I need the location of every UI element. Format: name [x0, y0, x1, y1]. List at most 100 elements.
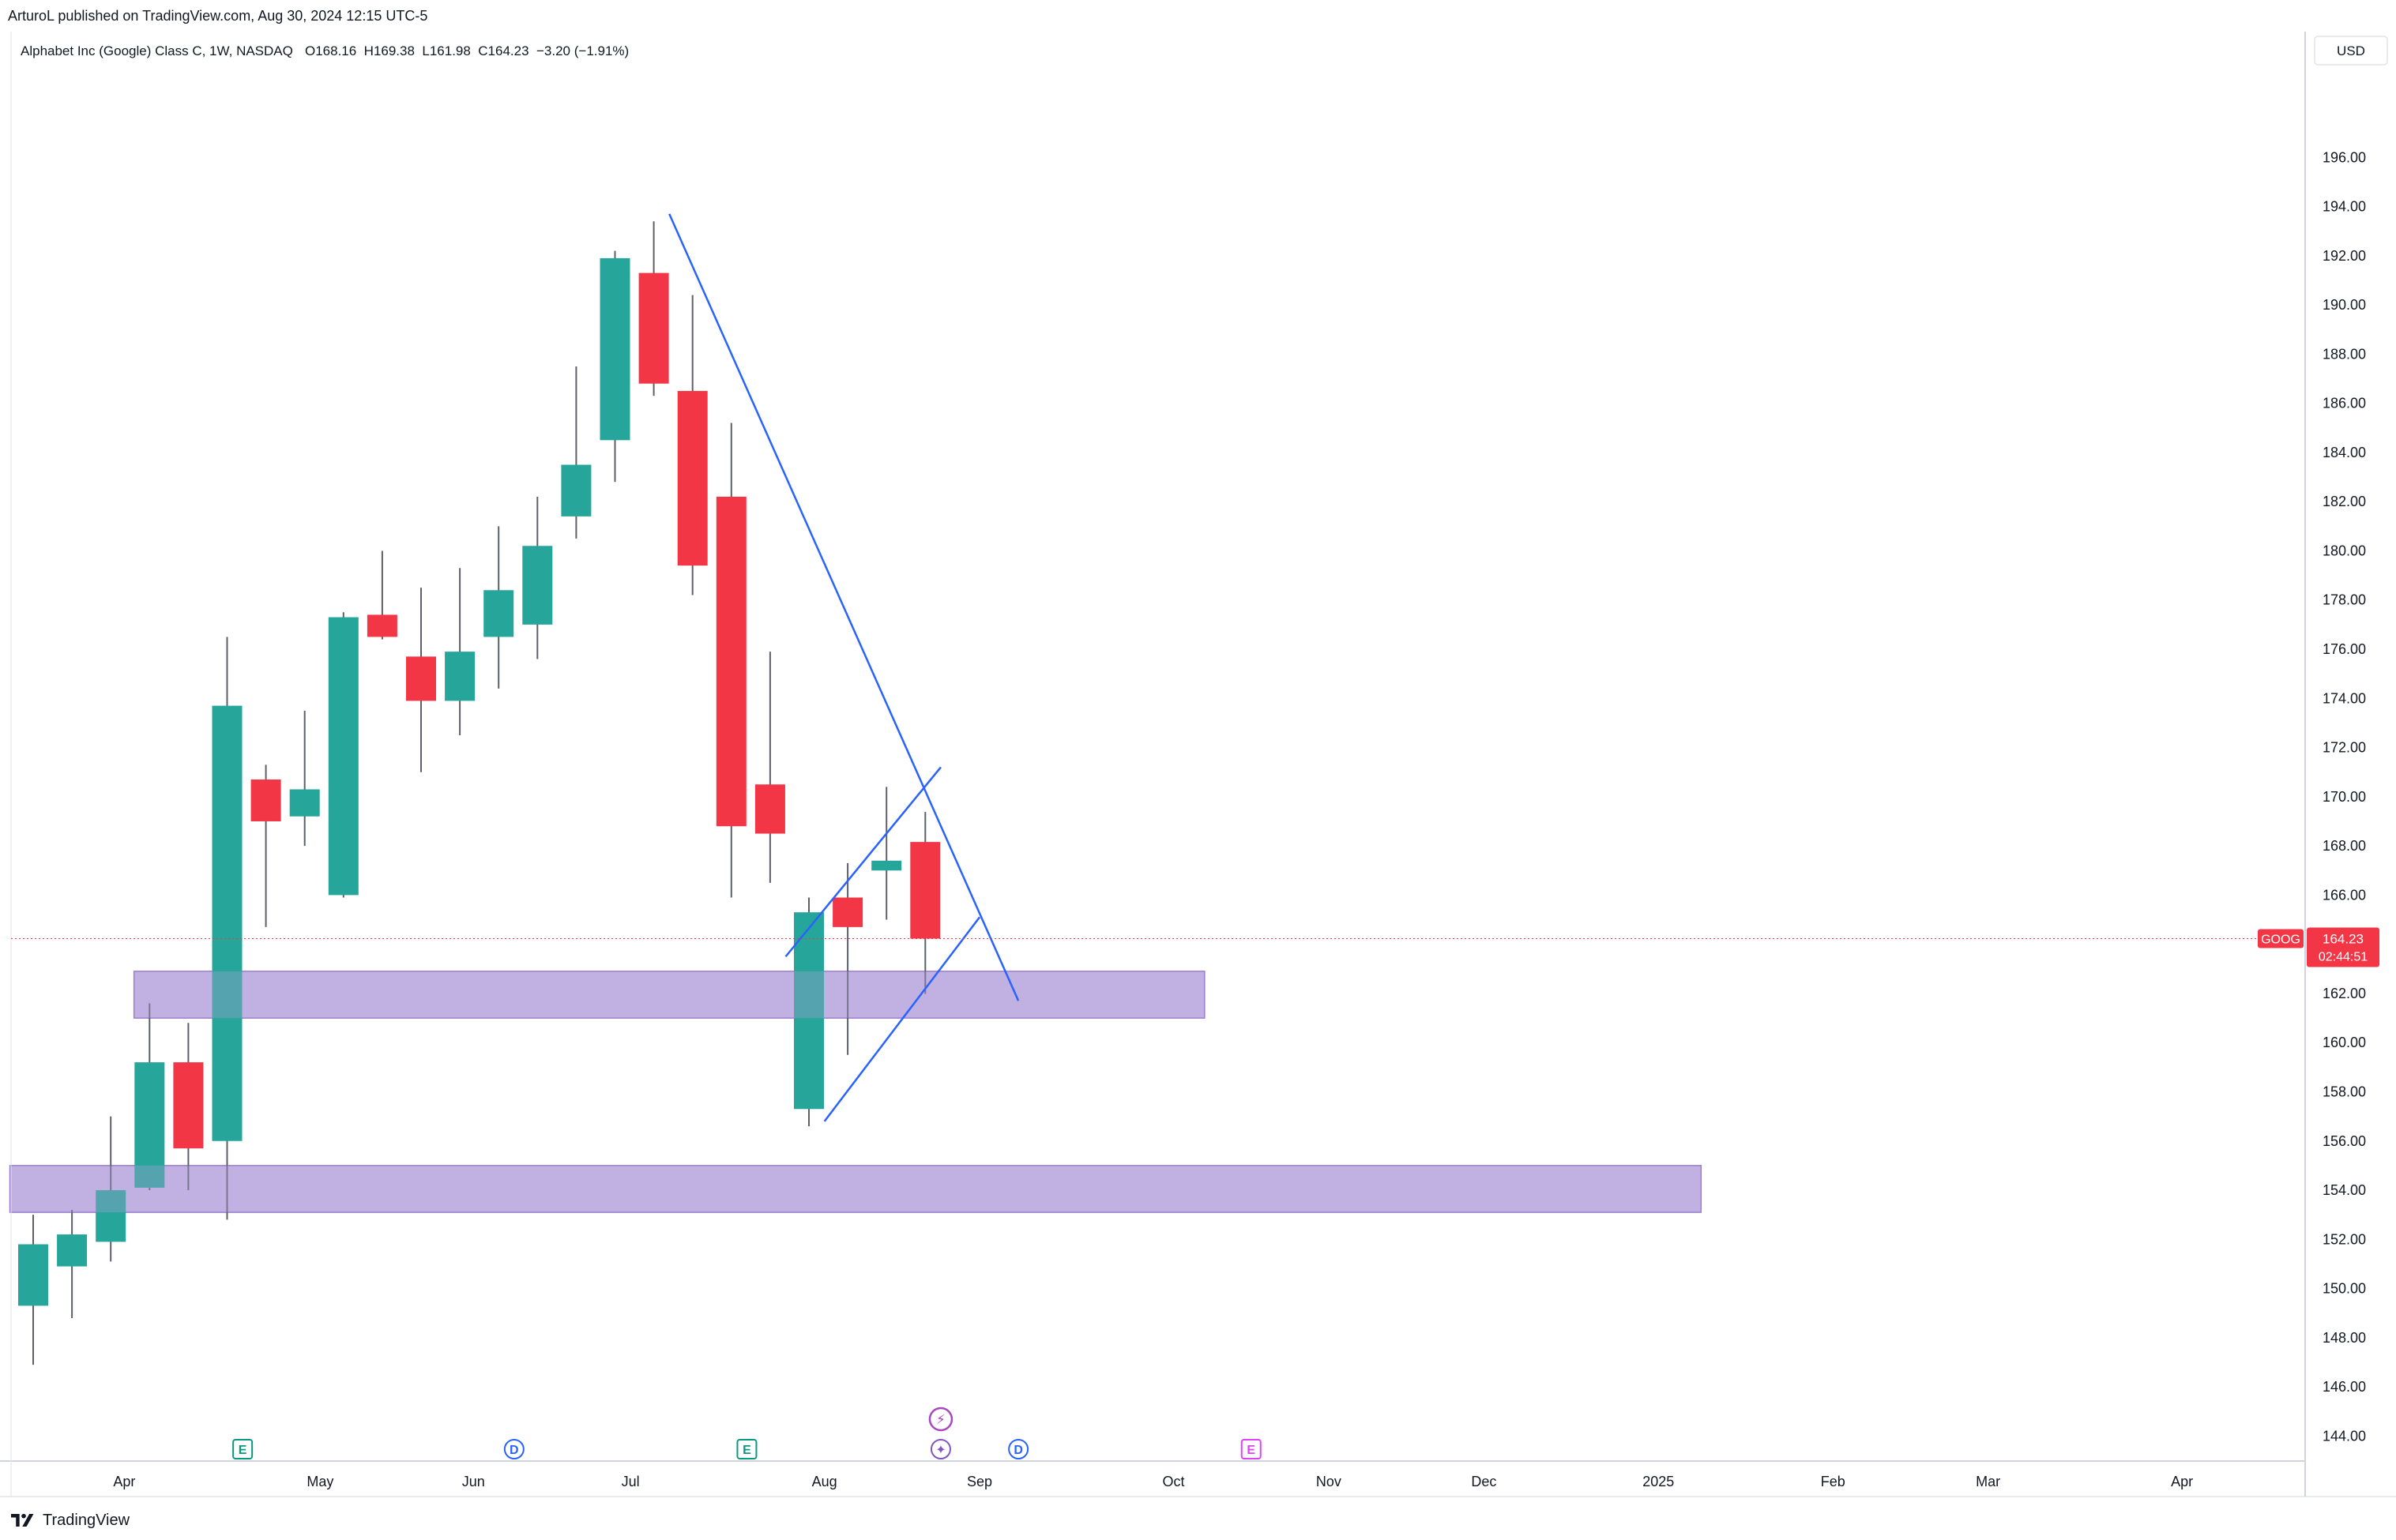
- candle-bearish[interactable]: [173, 1023, 204, 1191]
- candle-body: [910, 842, 941, 939]
- candle-bullish[interactable]: [18, 1215, 48, 1365]
- candle-bullish[interactable]: [57, 1209, 88, 1318]
- candles[interactable]: [18, 221, 941, 1365]
- tradingview-brand: TradingView: [43, 1511, 130, 1529]
- event-marker[interactable]: E: [1240, 1439, 1262, 1459]
- x-tick-label: Dec: [1471, 1474, 1496, 1489]
- bar-countdown: 02:44:51: [2319, 951, 2368, 964]
- candle-body: [367, 614, 397, 637]
- x-tick-label: 2025: [1642, 1474, 1674, 1489]
- y-tick-label: 168.00: [2323, 838, 2366, 854]
- y-tick-label: 150.00: [2323, 1281, 2366, 1297]
- x-tick-label: Nov: [1316, 1474, 1341, 1489]
- y-tick-label: 190.00: [2323, 297, 2366, 313]
- split-icon: [930, 1439, 951, 1459]
- dividend-icon: [503, 1439, 525, 1459]
- support-zone[interactable]: [9, 1165, 1702, 1213]
- event-glyph: D: [510, 1444, 519, 1457]
- news-event-marker[interactable]: ⚡: [928, 1407, 954, 1432]
- event-glyph: D: [1014, 1444, 1023, 1457]
- candle-bullish[interactable]: [522, 496, 553, 659]
- candle-body: [794, 912, 824, 1110]
- y-tick-label: 180.00: [2323, 543, 2366, 558]
- candle-bullish[interactable]: [289, 710, 320, 847]
- x-tick-label: Sep: [967, 1474, 992, 1489]
- trendline[interactable]: [668, 213, 1020, 1001]
- x-tick-label: Mar: [1976, 1474, 2000, 1489]
- event-marker[interactable]: E: [736, 1439, 758, 1459]
- candle-bullish[interactable]: [212, 637, 243, 1220]
- candle-bearish[interactable]: [406, 588, 436, 772]
- y-tick-label: 174.00: [2323, 690, 2366, 706]
- candle-body: [57, 1234, 88, 1267]
- event-glyph: E: [1247, 1444, 1255, 1457]
- y-tick-label: 188.00: [2323, 346, 2366, 362]
- candle-bullish[interactable]: [96, 1116, 126, 1262]
- event-marker[interactable]: D: [1008, 1439, 1029, 1459]
- event-marker[interactable]: E: [232, 1439, 254, 1459]
- event-marker[interactable]: D: [503, 1439, 525, 1459]
- candle-body: [561, 464, 592, 516]
- axes: USD 144.00 146.00 148.00 150.00 152.00 154.00 1…: [0, 32, 2396, 1497]
- candle-bullish[interactable]: [445, 568, 476, 735]
- y-tick-label: 194.00: [2323, 199, 2366, 215]
- trendline[interactable]: [823, 916, 981, 1122]
- event-marker[interactable]: ✦: [930, 1439, 951, 1459]
- candle-body: [173, 1062, 204, 1149]
- publish-header: ArturoL published on TradingView.com, Au…: [0, 0, 2396, 32]
- y-tick-label: 192.00: [2323, 248, 2366, 264]
- candle-bullish[interactable]: [794, 897, 824, 1127]
- candle-bearish[interactable]: [754, 652, 785, 883]
- candle-bullish[interactable]: [600, 250, 630, 483]
- candle-bearish[interactable]: [677, 295, 708, 595]
- event-markers[interactable]: E D E D E ✦ ⚡: [232, 1407, 1262, 1459]
- candle-body: [522, 546, 553, 625]
- trendline[interactable]: [784, 766, 942, 958]
- currency-label: USD: [2337, 43, 2365, 58]
- y-tick-label: 176.00: [2323, 641, 2366, 657]
- x-tick-label: Jun: [462, 1474, 485, 1489]
- event-glyph: ✦: [935, 1444, 946, 1457]
- y-tick-label: 184.00: [2323, 445, 2366, 460]
- lightning-icon: [928, 1407, 954, 1432]
- candle-bearish[interactable]: [638, 221, 669, 396]
- candle-bearish[interactable]: [367, 550, 397, 640]
- candle-bullish[interactable]: [871, 787, 902, 920]
- y-tick-label: 196.00: [2323, 149, 2366, 165]
- candle-bullish[interactable]: [483, 526, 514, 689]
- candle-bearish[interactable]: [833, 862, 863, 1055]
- support-zone-overlay: [134, 971, 1205, 1019]
- candle-body: [754, 784, 785, 834]
- x-tick-label: Apr: [2171, 1474, 2193, 1489]
- candle-body: [638, 272, 669, 384]
- symbol-price-tag: [2258, 929, 2304, 948]
- event-glyph: E: [743, 1444, 751, 1457]
- y-tick-label: 160.00: [2323, 1035, 2366, 1050]
- candle-bullish[interactable]: [561, 366, 592, 539]
- candle-bullish[interactable]: [328, 612, 359, 898]
- x-tick-label: Jul: [622, 1474, 640, 1489]
- y-tick-label: 170.00: [2323, 789, 2366, 805]
- y-tick-label: 186.00: [2323, 396, 2366, 411]
- trendlines[interactable]: [668, 213, 1020, 1122]
- candle-bearish[interactable]: [716, 423, 747, 898]
- candle-body: [677, 391, 708, 566]
- support-zones[interactable]: [9, 971, 1702, 1213]
- candle-body: [833, 897, 863, 927]
- y-tick-label: 154.00: [2323, 1182, 2366, 1198]
- candle-bearish[interactable]: [910, 812, 941, 994]
- candle-bearish[interactable]: [250, 764, 281, 927]
- support-zone[interactable]: [133, 971, 1206, 1019]
- dividend-icon: [1008, 1439, 1029, 1459]
- x-tick-label: Oct: [1163, 1474, 1185, 1489]
- candle-bullish[interactable]: [134, 1003, 165, 1191]
- currency-box[interactable]: [2314, 36, 2388, 66]
- candle-body: [250, 779, 281, 821]
- ohlc-values: O168.16 H169.38 L161.98 C164.23 −3.20 (−…: [305, 43, 629, 58]
- y-tick-label: 152.00: [2323, 1231, 2366, 1247]
- x-tick-label: May: [307, 1474, 333, 1489]
- y-tick-label: 182.00: [2323, 494, 2366, 509]
- candle-body: [289, 789, 320, 817]
- candle-body: [483, 590, 514, 637]
